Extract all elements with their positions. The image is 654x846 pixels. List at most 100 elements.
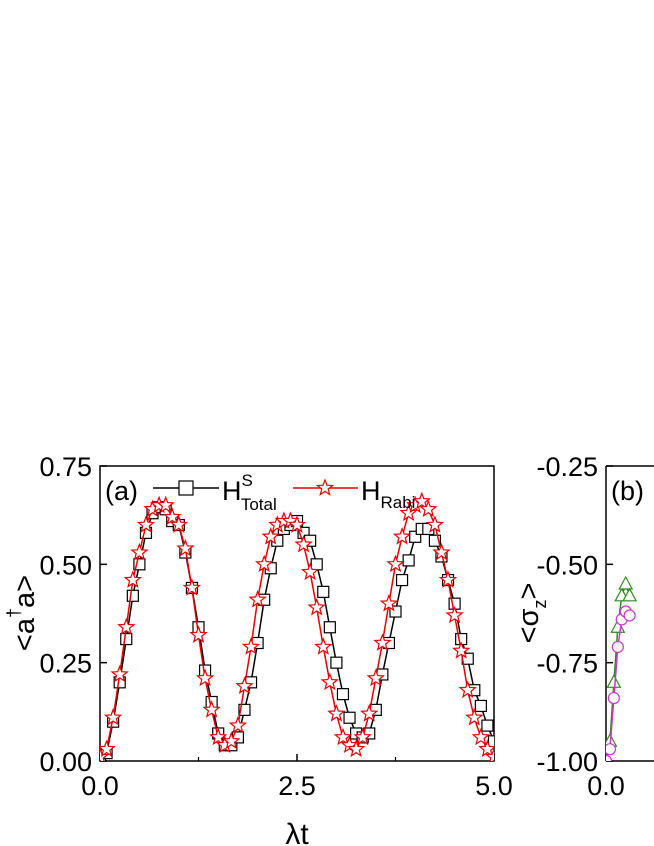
data-point-total [409,530,422,543]
data-point-rabi [136,515,156,533]
data-point-rabi [432,542,451,561]
panel-b: -1.00 -0.75 -0.50 -0.25 0.0 (b) <σz> [513,452,654,801]
data-point-rabi [130,542,149,561]
data-point-rabi [412,491,431,510]
data-point-rabi [162,507,182,525]
data-point-total [402,554,415,567]
series-group-b [606,575,638,761]
axis-ticks-a: 0.00 0.25 0.50 0.75 0.0 2.5 5.0 [39,452,512,801]
data-point-rabi [248,590,267,608]
data-point-rabi [228,715,248,734]
y-tick-label: -0.75 [536,649,598,679]
data-point-rabi [235,676,254,695]
y-tick-label: -0.50 [536,550,598,580]
data-point-rabi [100,739,116,758]
x-tick-label: 0.0 [587,771,625,801]
data-point-circle [607,691,620,705]
legend-star-shape [315,478,335,496]
data-point-circle [606,754,613,761]
data-point-rabi [202,700,221,718]
y-tick-label: 0.00 [39,747,92,777]
data-point-rabi [346,739,366,758]
data-point-rabi [294,535,313,553]
data-point-rabi [465,708,484,726]
data-point-rabi [195,668,215,687]
data-point-circle [623,609,636,622]
panel-label-a: (a) [105,476,138,506]
data-point-circle [606,743,617,756]
data-point-rabi [169,515,188,533]
data-point-rabi [255,554,274,573]
data-point-rabi [222,731,241,750]
data-point-rabi [353,727,372,746]
data-point-triangle [606,674,622,688]
y-tick-label: 0.75 [39,452,92,482]
data-point-rabi [360,704,379,722]
x-tick-label: 2.5 [278,771,316,801]
data-point-total [310,558,323,571]
y-tick-label: -0.25 [536,452,598,482]
panel-label-b: (b) [611,476,644,506]
data-point-total [317,585,330,598]
data-point-rabi [103,708,123,726]
data-point-rabi [287,515,307,533]
data-point-rabi [123,570,142,588]
series-group-a [100,491,494,761]
data-point-total [330,656,343,669]
legend-label-rabi: HRabi [361,476,415,512]
data-point-total [481,719,494,732]
data-point-rabi [241,637,261,655]
data-point-triangle [622,587,638,602]
data-point-rabi [399,503,418,522]
legend-label-total: HS Total [222,471,277,514]
data-point-total [428,534,441,547]
data-point-rabi [209,727,228,746]
data-point-rabi [117,617,136,636]
data-point-rabi [327,704,346,722]
data-point-total [126,589,139,602]
legend-marker-star [315,478,335,496]
y-tick-label: 0.50 [39,550,92,580]
y-tick-label: 0.25 [39,649,92,679]
data-point-rabi [300,562,320,581]
legend-marker-square [178,480,194,496]
data-point-rabi [386,554,405,573]
data-point-rabi [156,495,175,514]
panel-a: 0.00 0.25 0.50 0.75 0.0 2.5 5.0 (a) HS Total HR… [4,452,513,846]
data-point-circle [611,640,624,654]
x-axis-label-a: λt [285,818,309,846]
data-point-rabi [373,633,392,651]
x-tick-label: 5.0 [475,771,513,801]
data-point-total [395,573,409,587]
data-point-total [238,703,251,716]
data-point-total [343,711,356,724]
data-point-total [120,632,133,646]
y-tick-label: -1.00 [536,747,598,777]
data-point-rabi [176,538,195,557]
data-point-rabi [182,578,202,596]
data-point-rabi [478,739,494,758]
data-point-rabi [419,499,438,518]
data-point-rabi [261,527,280,545]
axis-ticks-b: -1.00 -0.75 -0.50 -0.25 0.0 [536,452,624,801]
data-point-rabi [307,597,326,616]
data-point-rabi [189,625,208,643]
data-point-rabi [392,527,412,545]
data-point-rabi [425,515,445,533]
y-axis-label-b: <σz> [513,583,550,644]
data-point-total [487,735,494,748]
data-point-total [336,688,350,701]
data-point-rabi [320,672,339,691]
data-point-total [323,621,336,634]
x-tick-label: 0.0 [81,771,119,801]
data-point-rabi [314,637,333,655]
data-point-rabi [438,570,458,588]
data-point-rabi [458,680,477,699]
data-point-rabi [379,594,399,612]
y-axis-label-a: <a†a> [4,575,41,651]
data-point-total [389,605,402,618]
data-point-total [133,558,146,571]
data-point-rabi [445,605,464,624]
data-point-total [474,699,487,713]
